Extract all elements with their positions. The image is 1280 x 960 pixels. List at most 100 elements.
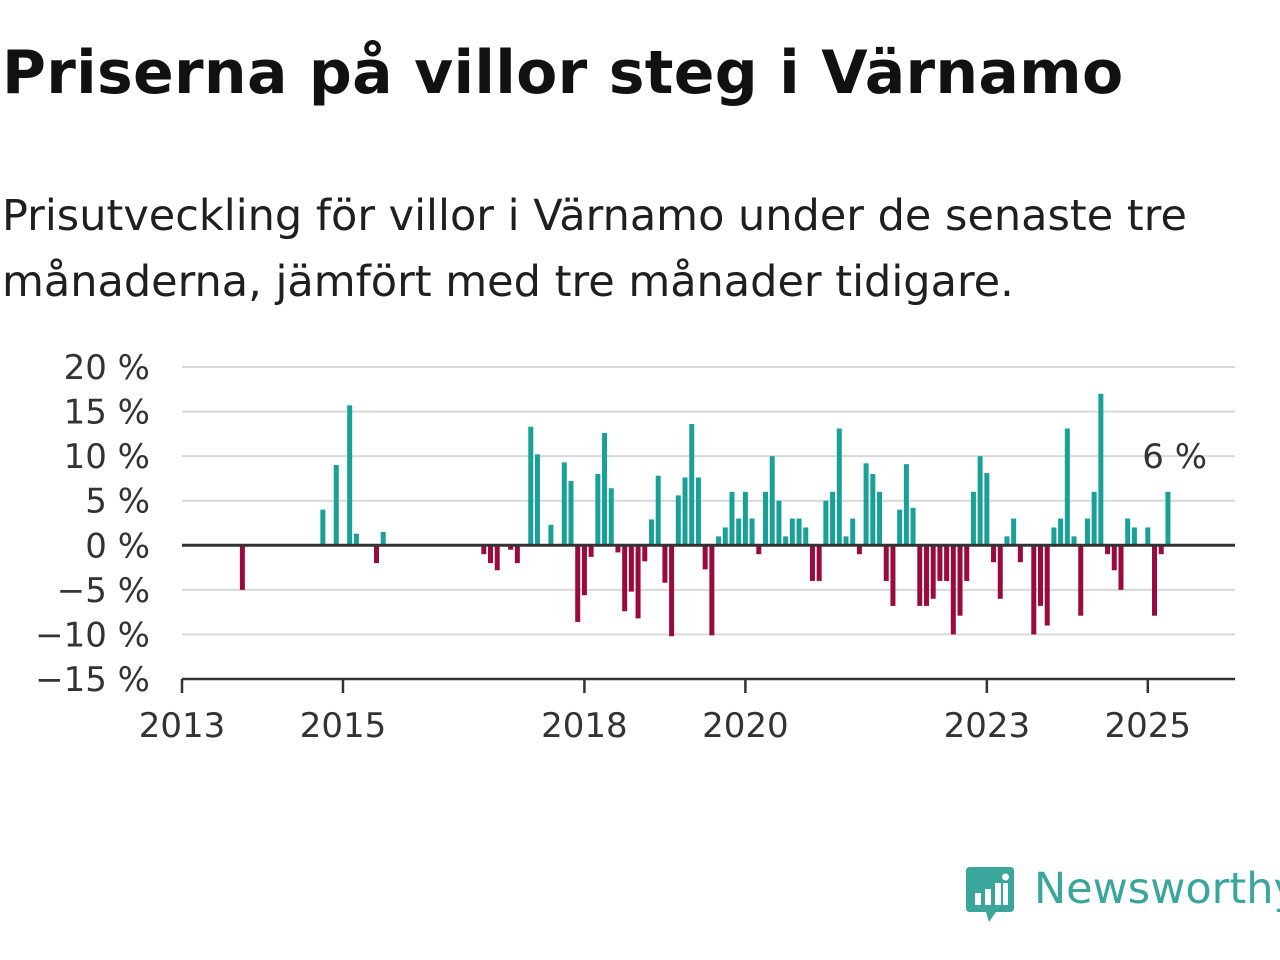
bar [937, 545, 943, 581]
chart-subtitle: Prisutveckling för villor i Värnamo unde… [2, 191, 1187, 307]
bar [991, 545, 997, 563]
bar [910, 507, 916, 546]
grid-lines [182, 366, 1235, 636]
bar [722, 527, 728, 546]
bar [239, 545, 245, 590]
bar [1044, 545, 1050, 626]
bar [1017, 545, 1023, 563]
bar [803, 527, 809, 546]
bar [903, 464, 909, 546]
bar [508, 545, 514, 550]
bar [850, 518, 856, 546]
bar [1071, 536, 1077, 546]
bar [1091, 491, 1097, 546]
bar [1037, 545, 1043, 606]
bar [669, 545, 675, 637]
bar [709, 545, 715, 636]
bar [984, 473, 990, 546]
bar [1031, 545, 1037, 635]
y-tick-label: −10 % [35, 615, 150, 655]
bar [1058, 518, 1064, 546]
bar [742, 491, 748, 546]
bar [608, 488, 614, 546]
y-tick-label: 15 % [64, 393, 150, 433]
bar [568, 481, 574, 546]
bar [528, 426, 534, 546]
bar [353, 533, 359, 546]
bar [809, 545, 815, 581]
bar [890, 545, 896, 606]
bar [534, 454, 540, 546]
x-tick-label: 2025 [1105, 706, 1192, 746]
bar [749, 518, 755, 546]
bar [830, 491, 836, 546]
bar [1105, 545, 1111, 555]
axes [182, 543, 1235, 681]
y-axis-tick-labels: 20 % 15 %10 % 5 %0 % −5 %−10 % −15 % [35, 348, 150, 700]
bar [347, 405, 353, 546]
bar [756, 545, 762, 555]
bar [769, 456, 775, 546]
newsworthy-logo-text: Newsworthy [1034, 864, 1280, 914]
bar [602, 432, 608, 546]
bar [870, 473, 876, 546]
bar [796, 518, 802, 546]
bar [1084, 518, 1090, 546]
bar [695, 477, 701, 546]
x-tick-label: 2023 [944, 706, 1031, 746]
x-axis-tick-labels: 2013 2015 2018 2020 2023 2025 [139, 679, 1191, 746]
bar [1111, 545, 1117, 571]
bar [622, 545, 628, 612]
bar [736, 518, 742, 546]
bar [776, 500, 782, 546]
bar [595, 473, 601, 546]
x-tick-label: 2013 [139, 706, 226, 746]
bar [883, 545, 889, 581]
bar [615, 545, 621, 553]
bar [823, 500, 829, 546]
bar [1004, 536, 1010, 546]
bar [970, 491, 976, 546]
bar [548, 524, 554, 546]
bar [997, 545, 1003, 599]
bar [783, 536, 789, 546]
bars [239, 393, 1171, 637]
bar [1165, 491, 1171, 546]
bar [675, 495, 681, 546]
bar [1078, 545, 1084, 616]
bar [930, 545, 936, 599]
x-tick-label: 2018 [541, 706, 628, 746]
y-tick-label: 0 % [85, 526, 150, 566]
bar [977, 456, 983, 546]
bar [897, 509, 903, 546]
bar [964, 545, 970, 581]
bar [380, 531, 386, 546]
y-tick-label: 20 % [64, 348, 150, 388]
bar [836, 428, 842, 546]
bar [1125, 518, 1131, 546]
bar [944, 545, 950, 581]
bar [588, 545, 594, 557]
bar [950, 545, 956, 635]
bar [923, 545, 929, 606]
bar [1051, 527, 1057, 546]
bar [716, 536, 722, 546]
bar [702, 545, 708, 570]
bar [1098, 393, 1104, 546]
x-tick-label: 2015 [300, 706, 387, 746]
bar [856, 545, 862, 555]
bar [917, 545, 923, 606]
bar [662, 545, 668, 583]
x-tick-label: 2020 [702, 706, 789, 746]
bar [789, 518, 795, 546]
y-tick-label: 10 % [64, 437, 150, 477]
bar [763, 491, 769, 546]
newsworthy-logo[interactable]: Newsworthy [964, 864, 1280, 928]
bar [1158, 545, 1164, 555]
bar [488, 545, 494, 564]
bar [575, 545, 581, 622]
bar [561, 462, 567, 546]
y-tick-label: −5 % [57, 571, 150, 611]
bar [655, 475, 661, 546]
bar [843, 536, 849, 546]
